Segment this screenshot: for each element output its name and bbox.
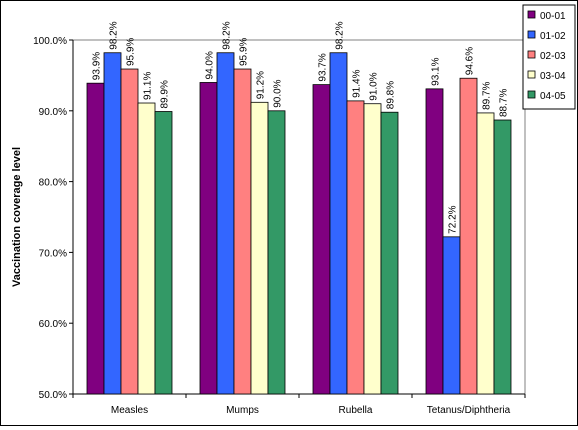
- bar: [250, 101, 269, 395]
- data-label: 72.2%: [448, 205, 459, 233]
- bar: [442, 236, 461, 395]
- y-tick-label: 100.0%: [33, 36, 67, 47]
- bar: [346, 100, 365, 395]
- data-label: 90.0%: [273, 79, 284, 107]
- bar: [199, 82, 218, 395]
- bar: [120, 68, 139, 395]
- data-labels: 93.9% 94.0% 93.7% 93.1% 98.2% 98.2% 98.2% 72.2%…: [92, 21, 510, 234]
- bars: [86, 52, 512, 395]
- bar: [154, 111, 173, 395]
- bar: [459, 77, 478, 395]
- data-label: 91.0%: [369, 72, 380, 100]
- data-label: 91.4%: [352, 69, 363, 97]
- x-tick-label: Tetanus/Diphtheria: [427, 405, 511, 416]
- data-label: 93.7%: [318, 53, 329, 81]
- legend: 00-01 01-02 02-03 03-04 04-05: [522, 4, 576, 110]
- legend-label: 03-04: [540, 71, 566, 82]
- data-label: 95.9%: [126, 38, 137, 66]
- bar: [137, 102, 156, 395]
- data-label: 98.2%: [222, 21, 233, 49]
- data-label: 93.1%: [431, 57, 442, 85]
- y-tick-label: 50.0%: [39, 390, 67, 401]
- data-label: 89.7%: [482, 81, 493, 109]
- bar: [267, 110, 286, 395]
- y-tick-label: 70.0%: [39, 248, 67, 259]
- data-label: 91.2%: [256, 71, 267, 99]
- legend-swatch: [527, 70, 536, 79]
- legend-swatch: [527, 90, 536, 99]
- y-axis-title: Vaccination coverage level: [11, 147, 23, 287]
- y-axis: 50.0% 60.0% 70.0% 80.0% 90.0% 100.0%: [33, 36, 74, 401]
- bar: [86, 82, 105, 395]
- legend-swatch: [527, 10, 536, 19]
- data-label: 93.9%: [92, 52, 103, 80]
- data-label: 89.8%: [386, 81, 397, 109]
- bar: [476, 112, 495, 395]
- legend-label: 00-01: [540, 11, 566, 22]
- x-tick-label: Rubella: [339, 405, 373, 416]
- data-label: 98.2%: [335, 21, 346, 49]
- bar: [380, 111, 399, 395]
- legend-swatch: [527, 50, 536, 59]
- y-tick-label: 80.0%: [39, 178, 67, 189]
- x-tick-label: Mumps: [226, 405, 259, 416]
- x-axis: Measles Mumps Rubella Tetanus/Diphtheria: [72, 393, 526, 416]
- data-label: 94.6%: [465, 47, 476, 75]
- bar: [103, 52, 122, 395]
- legend-label: 04-05: [540, 91, 566, 102]
- bar: [363, 103, 382, 395]
- data-label: 88.7%: [499, 89, 510, 117]
- bar: [493, 119, 512, 395]
- legend-swatch: [527, 30, 536, 39]
- bar: [233, 68, 252, 395]
- y-tick-label: 60.0%: [39, 319, 67, 330]
- bar: [329, 52, 348, 395]
- data-label: 94.0%: [205, 51, 216, 79]
- bar: [312, 84, 331, 395]
- bar: [425, 88, 444, 395]
- data-label: 95.9%: [239, 38, 250, 66]
- y-tick-label: 90.0%: [39, 107, 67, 118]
- legend-label: 01-02: [540, 31, 566, 42]
- x-tick-label: Measles: [111, 405, 148, 416]
- bar: [216, 52, 235, 395]
- legend-label: 02-03: [540, 51, 566, 62]
- data-label: 89.9%: [160, 80, 171, 108]
- data-label: 98.2%: [109, 21, 120, 49]
- data-label: 91.1%: [143, 72, 154, 100]
